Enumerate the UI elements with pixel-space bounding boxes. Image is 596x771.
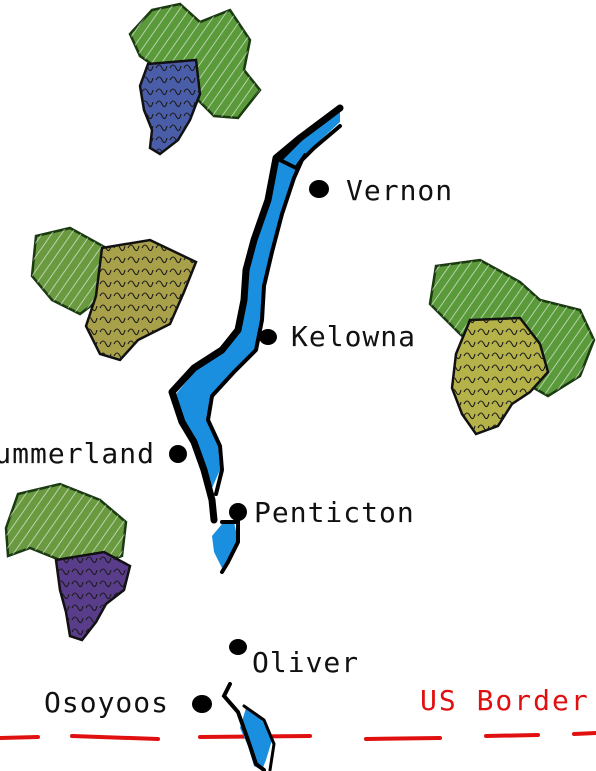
us-border-label: US Border — [420, 684, 590, 717]
us-border-line — [0, 731, 596, 741]
skaha-lake — [212, 520, 240, 574]
osoyoos-label: Osoyoos — [44, 686, 170, 719]
penticton-label: Penticton — [254, 496, 415, 529]
grape-cluster-purple-icon — [4, 482, 132, 642]
kelowna-dot — [259, 329, 277, 345]
summerland-label: Summerland — [0, 437, 155, 470]
okanagan-lake — [168, 104, 344, 524]
vernon-dot — [309, 180, 329, 198]
vernon-label: Vernon — [346, 174, 454, 207]
summerland-label-text: Summerland — [0, 437, 155, 470]
oliver-label: Oliver — [252, 646, 360, 679]
osoyoos-lake — [221, 682, 276, 771]
osoyoos-dot — [192, 695, 212, 713]
grape-cluster-green-icon — [428, 258, 596, 436]
summerland-dot — [169, 445, 187, 463]
oliver-dot — [229, 639, 247, 655]
grape-cluster-blue-icon — [128, 2, 262, 156]
kelowna-label: Kelowna — [291, 320, 417, 353]
penticton-dot — [229, 503, 247, 521]
grape-cluster-olive-icon — [30, 226, 198, 362]
